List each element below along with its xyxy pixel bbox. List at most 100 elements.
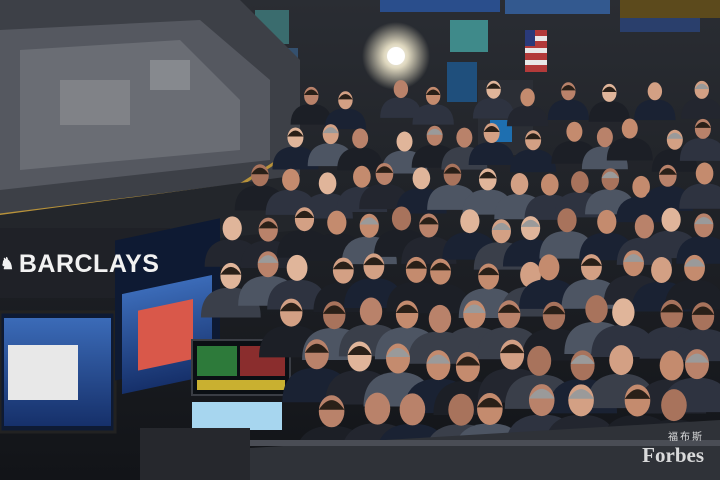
person-head <box>661 389 687 422</box>
person-head <box>520 88 535 107</box>
person-head <box>647 82 663 101</box>
person-head <box>393 80 409 99</box>
person-body <box>506 105 549 127</box>
person-hair <box>359 217 379 225</box>
person-body <box>337 147 384 171</box>
person-head <box>280 298 303 327</box>
person-body <box>634 99 676 121</box>
person-hair <box>251 167 269 175</box>
person-head <box>602 83 617 102</box>
person-body <box>472 97 515 119</box>
person-body <box>380 97 422 118</box>
person-hair <box>666 132 683 139</box>
person-head <box>399 393 426 426</box>
person-hair <box>304 343 329 353</box>
person-head <box>304 86 319 105</box>
person-head <box>566 121 583 142</box>
person-hair <box>520 219 541 227</box>
person-hair <box>624 389 651 399</box>
person-hair <box>478 267 500 276</box>
person-head <box>651 256 672 283</box>
person-hair <box>257 255 279 263</box>
person-body <box>547 99 590 121</box>
person-hair <box>568 389 594 399</box>
person-head <box>352 128 369 149</box>
person-head <box>282 168 300 191</box>
person-hair <box>601 171 620 179</box>
person-head <box>557 208 577 233</box>
person-head <box>621 118 638 139</box>
person-head <box>318 172 337 195</box>
person-head <box>428 304 452 333</box>
post-monitors <box>0 218 291 434</box>
person-head <box>286 254 308 281</box>
person-hair <box>332 261 354 270</box>
person-hair <box>477 397 503 408</box>
person-hair <box>280 302 303 312</box>
person-hair <box>455 356 480 366</box>
person-body <box>267 279 327 310</box>
barclays-sign: ♞ BARCLAYS <box>0 250 159 279</box>
person-head <box>694 80 709 99</box>
person-hair <box>375 166 394 173</box>
person-head <box>257 251 279 278</box>
person-head <box>601 168 620 191</box>
person-hair <box>395 304 419 314</box>
person-hair <box>318 400 345 410</box>
person-head <box>396 131 413 152</box>
crowd <box>200 80 720 463</box>
person-hair <box>561 84 576 91</box>
person-hair <box>542 305 566 315</box>
person-hair <box>660 303 683 313</box>
person-head <box>596 127 613 148</box>
person-hair <box>443 166 462 174</box>
person-body <box>588 101 631 122</box>
person-head <box>632 175 650 198</box>
person-hair <box>491 222 511 231</box>
person-hair <box>623 254 644 262</box>
person-hair <box>287 130 304 137</box>
person-hair <box>426 354 451 364</box>
trading-post-left <box>0 0 300 260</box>
person-head <box>222 216 242 241</box>
person-hair <box>304 89 319 95</box>
person-hair <box>500 344 525 354</box>
person-head <box>581 254 602 281</box>
person-head <box>527 345 552 376</box>
american-flag <box>525 30 547 72</box>
person-head <box>612 298 635 327</box>
person-head <box>460 209 480 234</box>
person-body <box>681 98 720 119</box>
person-hair <box>294 210 315 218</box>
person-body <box>679 137 720 161</box>
watermark-latin: Forbes <box>642 443 704 467</box>
person-hair <box>347 345 372 355</box>
person-hair <box>426 128 443 135</box>
person-body <box>272 146 319 170</box>
person-head <box>661 207 681 232</box>
person-hair <box>478 171 497 179</box>
person-head <box>634 214 654 239</box>
person-head <box>391 206 412 231</box>
person-body <box>679 183 720 209</box>
person-body <box>324 108 367 130</box>
person-head <box>353 165 371 188</box>
person-hair <box>463 304 486 313</box>
person-hair <box>525 133 542 140</box>
person-head <box>363 253 385 280</box>
person-hair <box>691 306 715 315</box>
person-head <box>359 297 383 326</box>
person-hair <box>659 168 677 175</box>
person-body <box>510 149 557 173</box>
person-body <box>412 103 454 125</box>
forbes-watermark: 福布斯 Forbes <box>642 432 704 466</box>
person-head <box>624 384 651 417</box>
person-hair <box>258 221 278 229</box>
person-body <box>468 142 515 166</box>
person-hair <box>338 94 353 100</box>
person-body <box>290 103 332 125</box>
person-head <box>448 393 474 426</box>
watermark-cn: 福布斯 <box>668 432 704 443</box>
person-hair <box>483 126 500 133</box>
person-head <box>327 210 347 235</box>
